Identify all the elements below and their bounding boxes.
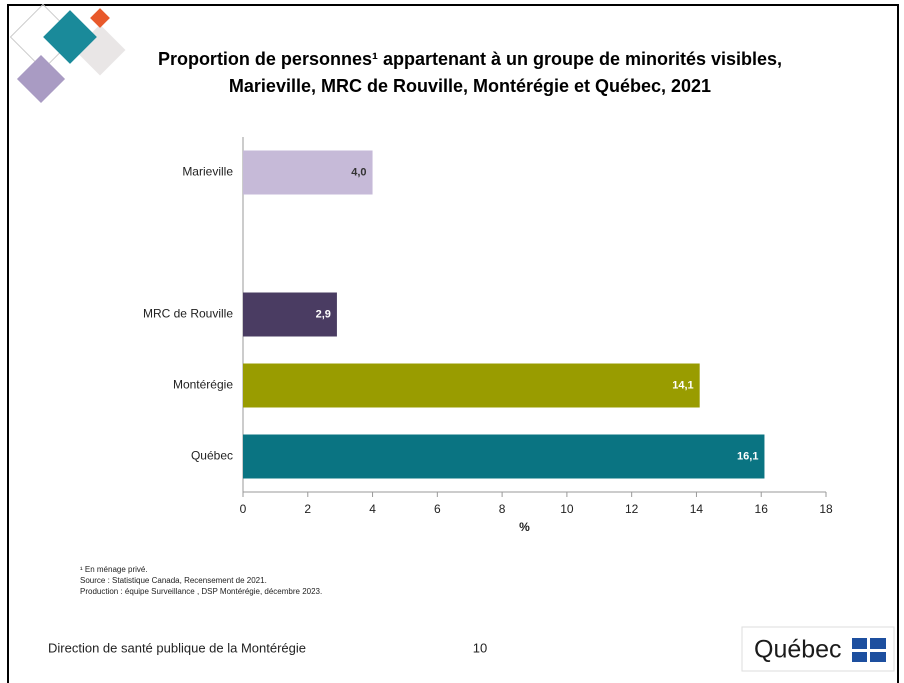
decoration	[9, 3, 126, 104]
bar	[243, 434, 765, 479]
footnote: Source : Statistique Canada, Recensement…	[80, 576, 267, 585]
x-tick-label: 14	[690, 502, 704, 516]
x-tick-label: 12	[625, 502, 639, 516]
x-tick-label: 0	[240, 502, 247, 516]
deco-square	[16, 54, 66, 104]
flag-cross	[852, 649, 886, 652]
value-label: 14,1	[672, 379, 693, 391]
logo-text: Québec	[754, 636, 842, 664]
deco-square	[43, 10, 97, 64]
value-label: 16,1	[737, 450, 758, 462]
x-tick-label: 4	[369, 502, 376, 516]
bar	[243, 150, 373, 195]
footer: Direction de santé publique de la Montér…	[48, 640, 306, 655]
chart-title: Proportion de personnes¹ appartenant à u…	[158, 49, 782, 69]
y-tick-label: Montérégie	[173, 378, 233, 392]
deco-square	[9, 3, 77, 71]
x-tick-label: 10	[560, 502, 574, 516]
x-tick-label: 8	[499, 502, 506, 516]
y-tick-label: Marieville	[182, 165, 233, 179]
bar	[243, 292, 337, 337]
y-tick-label: Québec	[191, 449, 233, 463]
bar	[243, 363, 700, 408]
deco-square	[90, 8, 110, 28]
chart-title: Marieville, MRC de Rouville, Montérégie …	[229, 76, 711, 96]
footnote: ¹ En ménage privé.	[80, 565, 148, 574]
slide-frame	[7, 4, 899, 683]
x-tick-label: 18	[819, 502, 833, 516]
x-axis-title: %	[519, 520, 530, 534]
value-label: 2,9	[316, 308, 331, 320]
page-number: 10	[473, 640, 487, 655]
logo-flag	[852, 638, 886, 662]
x-tick-label: 16	[755, 502, 769, 516]
x-tick-label: 6	[434, 502, 441, 516]
footnote: Production : équipe Surveillance , DSP M…	[80, 587, 322, 596]
y-tick-label: MRC de Rouville	[143, 307, 233, 321]
value-label: 4,0	[351, 166, 366, 178]
x-tick-label: 2	[304, 502, 311, 516]
